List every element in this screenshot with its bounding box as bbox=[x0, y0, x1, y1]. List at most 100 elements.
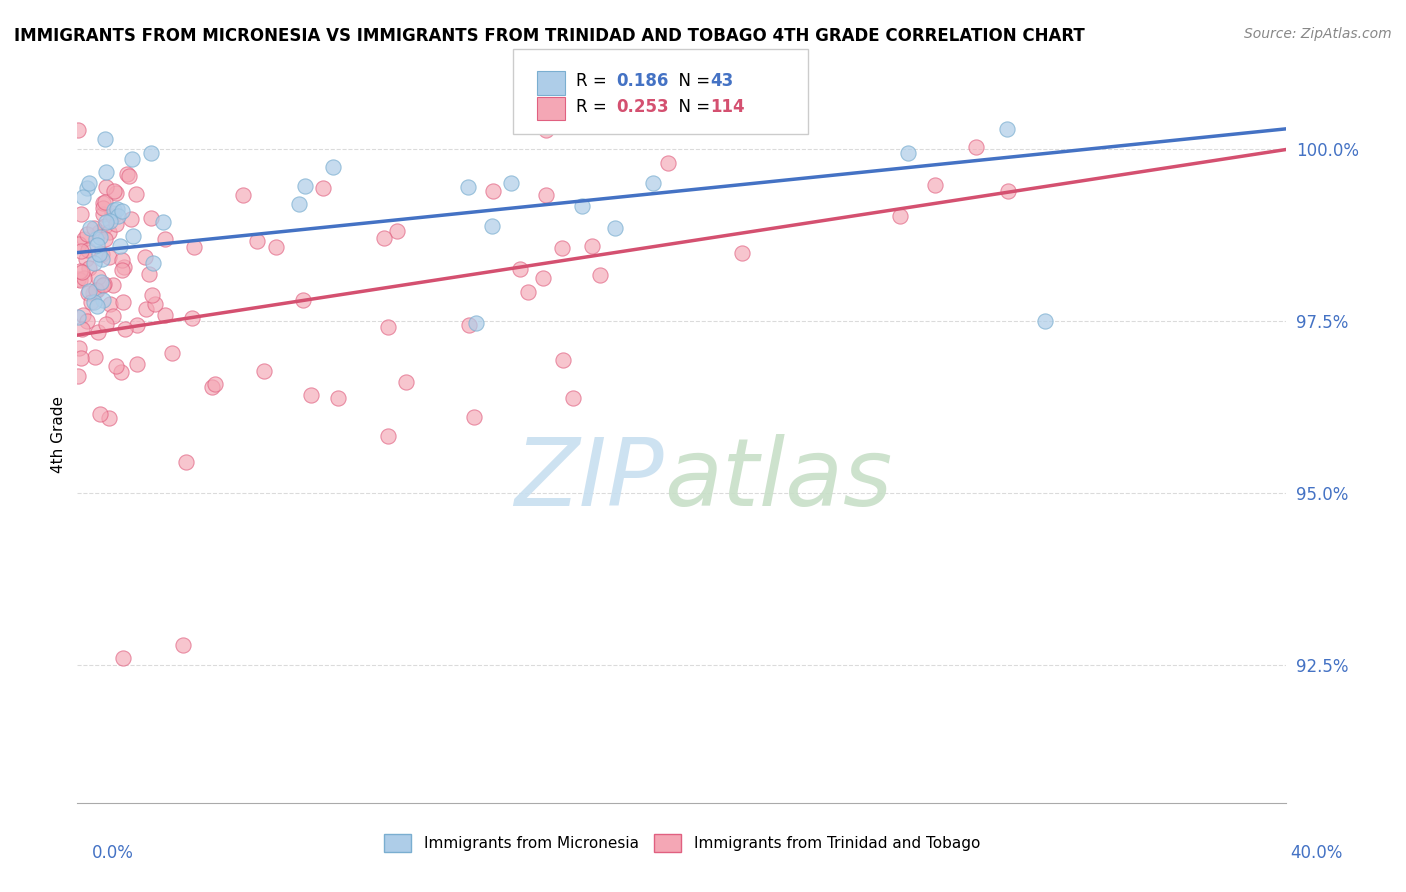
Point bbox=[77, 284, 100, 298]
Point bbox=[66, 272, 89, 286]
Point bbox=[104, 217, 127, 231]
Point bbox=[96, 317, 118, 331]
Point bbox=[86, 284, 108, 298]
Point bbox=[395, 375, 418, 389]
Point bbox=[111, 295, 134, 310]
Point bbox=[463, 409, 485, 424]
Point bbox=[103, 202, 125, 217]
Point bbox=[377, 428, 399, 442]
Point bbox=[125, 318, 148, 332]
Point bbox=[70, 322, 93, 336]
Point bbox=[96, 180, 118, 194]
Point bbox=[91, 278, 114, 293]
Text: Source: ZipAtlas.com: Source: ZipAtlas.com bbox=[1244, 27, 1392, 41]
Point bbox=[84, 283, 107, 297]
Point bbox=[536, 123, 558, 137]
Point bbox=[138, 267, 160, 281]
Point bbox=[90, 252, 112, 267]
Point bbox=[997, 122, 1019, 136]
Point bbox=[481, 219, 503, 233]
Point bbox=[66, 310, 89, 325]
Point bbox=[101, 205, 124, 219]
Point bbox=[86, 232, 108, 246]
Point bbox=[98, 296, 121, 310]
Point bbox=[135, 302, 157, 317]
Point bbox=[70, 351, 93, 366]
Point bbox=[111, 252, 134, 267]
Point bbox=[457, 179, 479, 194]
Point bbox=[153, 232, 176, 246]
Legend: Immigrants from Micronesia, Immigrants from Trinidad and Tobago: Immigrants from Micronesia, Immigrants f… bbox=[378, 828, 986, 858]
Point bbox=[77, 176, 100, 190]
Point bbox=[111, 651, 134, 665]
Point bbox=[86, 299, 108, 313]
Point bbox=[77, 286, 100, 301]
Point bbox=[67, 341, 90, 355]
Point bbox=[87, 270, 110, 285]
Point bbox=[75, 252, 97, 266]
Point bbox=[1033, 314, 1056, 328]
Point bbox=[965, 140, 987, 154]
Point bbox=[997, 184, 1019, 198]
Point bbox=[72, 308, 94, 322]
Point bbox=[641, 176, 664, 190]
Point bbox=[111, 263, 134, 277]
Point bbox=[91, 293, 114, 307]
Point bbox=[87, 325, 110, 339]
Point bbox=[603, 221, 626, 235]
Point bbox=[94, 132, 117, 146]
Point bbox=[141, 146, 163, 161]
Point bbox=[589, 268, 612, 282]
Point bbox=[98, 214, 121, 228]
Point bbox=[121, 152, 143, 166]
Point bbox=[96, 164, 118, 178]
Point bbox=[458, 318, 481, 332]
Text: IMMIGRANTS FROM MICRONESIA VS IMMIGRANTS FROM TRINIDAD AND TOBAGO 4TH GRADE CORR: IMMIGRANTS FROM MICRONESIA VS IMMIGRANTS… bbox=[14, 27, 1085, 45]
Point bbox=[534, 187, 557, 202]
Point bbox=[93, 202, 115, 216]
Text: 0.253: 0.253 bbox=[616, 98, 668, 116]
Point bbox=[377, 320, 399, 334]
Point bbox=[83, 351, 105, 365]
Point bbox=[72, 190, 94, 204]
Point bbox=[657, 156, 679, 170]
Point bbox=[172, 638, 194, 652]
Point bbox=[553, 352, 575, 367]
Point bbox=[201, 380, 224, 394]
Point bbox=[121, 211, 143, 226]
Point bbox=[91, 207, 114, 221]
Point bbox=[86, 237, 108, 252]
Point bbox=[73, 271, 96, 285]
Point bbox=[83, 256, 105, 270]
Point bbox=[141, 288, 163, 302]
Point bbox=[516, 285, 538, 299]
Point bbox=[292, 293, 315, 307]
Point bbox=[105, 202, 128, 216]
Point bbox=[105, 359, 128, 373]
Point bbox=[101, 277, 124, 292]
Point bbox=[70, 265, 93, 279]
Point bbox=[79, 220, 101, 235]
Point bbox=[89, 246, 111, 260]
Point bbox=[571, 199, 593, 213]
Point bbox=[82, 286, 104, 301]
Point bbox=[561, 391, 583, 405]
Point bbox=[385, 224, 408, 238]
Point bbox=[373, 231, 395, 245]
Point bbox=[122, 228, 145, 243]
Point bbox=[174, 455, 197, 469]
Point bbox=[482, 184, 505, 198]
Point bbox=[101, 209, 124, 223]
Point bbox=[104, 186, 127, 201]
Point bbox=[94, 232, 117, 246]
Point bbox=[76, 243, 98, 257]
Text: atlas: atlas bbox=[664, 434, 891, 524]
Point bbox=[246, 234, 269, 248]
Point bbox=[143, 297, 166, 311]
Point bbox=[72, 232, 94, 246]
Point bbox=[924, 178, 946, 193]
Point bbox=[897, 145, 920, 160]
Point bbox=[531, 271, 554, 285]
Point bbox=[153, 308, 176, 322]
Point bbox=[80, 295, 103, 310]
